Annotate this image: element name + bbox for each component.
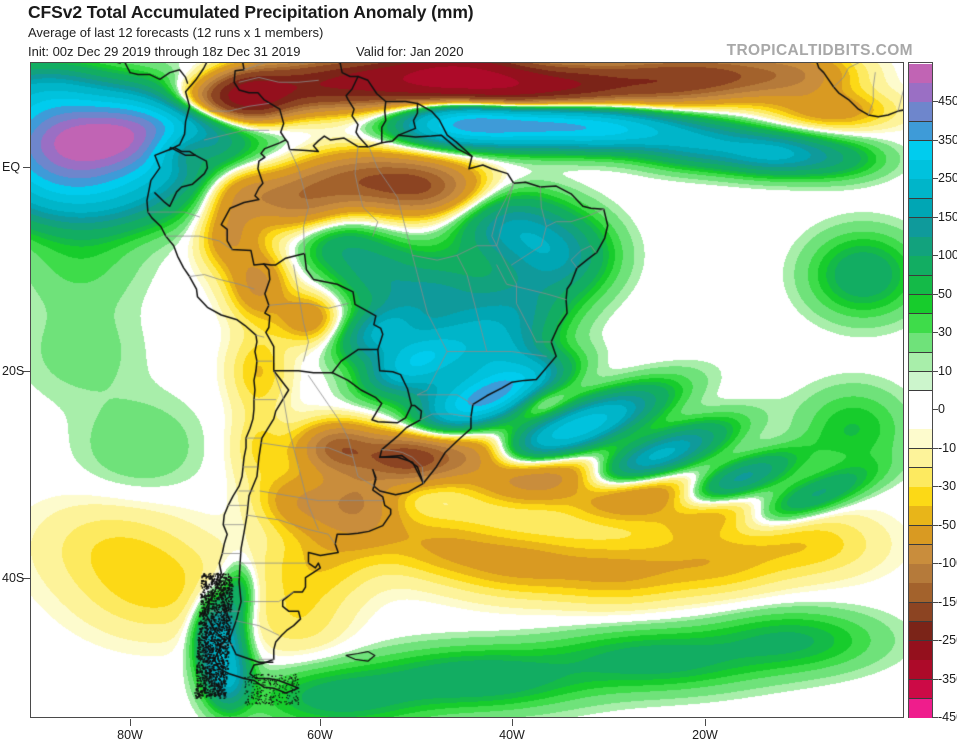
- y-axis-label-20s: 20S: [2, 364, 25, 378]
- valid-for-text: Valid for: Jan 2020: [356, 44, 464, 59]
- colorbar-band: [909, 160, 932, 180]
- colorbar-band: [909, 179, 932, 200]
- colorbar-label-150: 150: [938, 209, 957, 224]
- colorbar-tick: [933, 447, 938, 449]
- colorbar-tick: [933, 678, 938, 680]
- x-axis-label-40w: 40W: [499, 728, 525, 742]
- colorbar-band: [909, 294, 932, 315]
- subtitle-text: Average of last 12 forecasts (12 runs x …: [28, 25, 324, 40]
- colorbar-tick: [933, 216, 938, 218]
- colorbar-band: [909, 641, 932, 661]
- colorbar-band: [909, 410, 932, 430]
- x-axis-label-20w: 20W: [692, 728, 718, 742]
- x-tick-mark: [320, 719, 321, 726]
- y-axis-label-40s: 40S: [2, 571, 25, 585]
- colorbar-band: [909, 621, 932, 642]
- x-axis-label-60w: 60W: [307, 728, 333, 742]
- colorbar-label-350: 350: [938, 132, 957, 147]
- colorbar-tick: [933, 601, 938, 603]
- colorbar-label-100: 100: [938, 248, 957, 263]
- colorbar-tick: [933, 139, 938, 141]
- colorbar-band: [909, 467, 932, 488]
- colorbar-band: [909, 237, 932, 257]
- colorbar-band: [909, 64, 932, 84]
- colorbar-tick: [933, 293, 938, 295]
- y-tick-mark: [23, 371, 30, 372]
- colorbar-band: [909, 140, 932, 161]
- colorbar-label-minus250: -250: [938, 633, 957, 648]
- colorbar-band: [909, 256, 932, 276]
- colorbar-band: [909, 121, 932, 142]
- colorbar-label-10: 10: [938, 363, 952, 378]
- colorbar-label-minus50: -50: [938, 517, 957, 532]
- colorbar-tick: [933, 255, 938, 257]
- colorbar-band: [909, 506, 932, 527]
- colorbar: [908, 62, 933, 719]
- colorbar-tick: [933, 332, 938, 334]
- colorbar-band: [909, 102, 932, 123]
- colorbar-band: [909, 83, 932, 103]
- colorbar-tick: [933, 409, 938, 411]
- colorbar-band: [909, 217, 932, 238]
- colorbar-band: [909, 371, 932, 392]
- y-axis-label-eq: EQ: [2, 160, 21, 174]
- colorbar-band: [909, 429, 932, 450]
- colorbar-band: [909, 391, 932, 411]
- colorbar-band: [909, 602, 932, 623]
- x-tick-mark: [512, 719, 513, 726]
- init-time-text: Init: 00z Dec 29 2019 through 18z Dec 31…: [28, 44, 301, 59]
- colorbar-band: [909, 448, 932, 469]
- colorbar-tick: [933, 563, 938, 565]
- colorbar-band: [909, 275, 932, 296]
- colorbar-tick: [933, 370, 938, 372]
- x-tick-mark: [130, 719, 131, 726]
- colorbar-tick: [933, 101, 938, 103]
- colorbar-label-minus100: -100: [938, 556, 957, 571]
- colorbar-tick: [933, 178, 938, 180]
- y-tick-mark: [23, 167, 30, 168]
- colorbar-label-0: 0: [938, 402, 945, 417]
- colorbar-label-450: 450: [938, 94, 957, 109]
- colorbar-label-minus30: -30: [938, 479, 957, 494]
- x-tick-mark: [705, 719, 706, 726]
- colorbar-tick: [933, 717, 938, 718]
- map-panel[interactable]: [30, 62, 904, 718]
- precipitation-anomaly-map: [31, 63, 903, 717]
- watermark-text: TROPICALTIDBITS.COM: [726, 42, 913, 59]
- x-axis-label-80w: 80W: [117, 728, 143, 742]
- colorbar-band: [909, 564, 932, 584]
- colorbar-label-minus10: -10: [938, 440, 957, 455]
- y-tick-mark: [23, 578, 30, 579]
- colorbar-band: [909, 698, 932, 719]
- colorbar-label-50: 50: [938, 286, 952, 301]
- colorbar-band: [909, 525, 932, 546]
- colorbar-label-minus450: -450: [938, 710, 957, 724]
- colorbar-tick: [933, 486, 938, 488]
- colorbar-label-30: 30: [938, 325, 952, 340]
- colorbar-tick: [933, 524, 938, 526]
- colorbar-tick: [933, 640, 938, 642]
- colorbar-band: [909, 314, 932, 334]
- colorbar-band: [909, 333, 932, 353]
- colorbar-band: [909, 583, 932, 603]
- colorbar-band: [909, 544, 932, 565]
- colorbar-band: [909, 198, 932, 219]
- colorbar-label-minus350: -350: [938, 671, 957, 686]
- colorbar-band: [909, 487, 932, 507]
- colorbar-band: [909, 660, 932, 680]
- colorbar-band: [909, 679, 932, 700]
- colorbar-band: [909, 352, 932, 373]
- page-title: CFSv2 Total Accumulated Precipitation An…: [28, 2, 474, 22]
- colorbar-label-minus150: -150: [938, 594, 957, 609]
- colorbar-label-250: 250: [938, 171, 957, 186]
